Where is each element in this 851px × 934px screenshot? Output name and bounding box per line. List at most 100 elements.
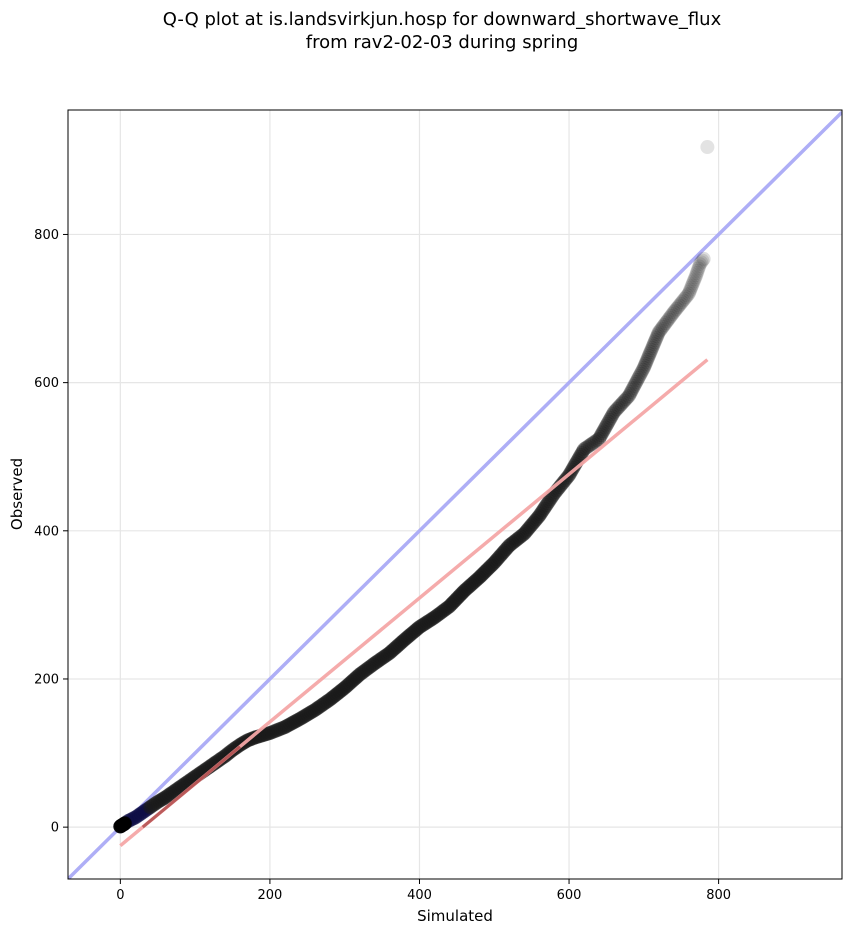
quantile-point xyxy=(654,321,669,336)
quantile-point xyxy=(603,410,618,425)
quantile-point xyxy=(674,295,689,310)
quantile-point xyxy=(637,358,652,373)
quantile-point xyxy=(608,403,623,418)
quantile-point xyxy=(659,314,674,329)
quantile-point xyxy=(646,337,661,352)
quantile-point xyxy=(556,474,571,489)
quantile-point xyxy=(624,384,639,399)
quantile-point xyxy=(594,428,609,443)
quantile-point xyxy=(534,505,549,520)
quantile-point xyxy=(577,442,591,457)
quantile-point xyxy=(696,251,711,266)
quantile-point xyxy=(643,345,658,360)
quantile-point xyxy=(574,446,589,461)
quantile-point xyxy=(666,305,681,320)
quantile-point xyxy=(612,398,627,413)
quantile-point xyxy=(636,360,651,375)
quantile-point xyxy=(567,458,582,473)
quantile-points xyxy=(113,140,715,834)
quantile-point xyxy=(555,476,570,491)
quantile-point xyxy=(529,512,544,527)
y-axis-ticks: 0 200 400 600 800 xyxy=(34,228,68,836)
quantile-point xyxy=(662,310,677,325)
quantile-point xyxy=(604,409,619,424)
quantile-point xyxy=(595,426,610,441)
quantile-point xyxy=(651,325,666,340)
quantile-point xyxy=(500,540,515,555)
quantile-point xyxy=(544,490,559,505)
quantile-point xyxy=(519,523,534,538)
grid-lines xyxy=(68,110,842,879)
quantile-point xyxy=(669,301,684,316)
quantile-point xyxy=(507,534,522,549)
quantile-point xyxy=(512,530,527,545)
quantile-point xyxy=(692,257,707,272)
quantile-point xyxy=(580,439,595,454)
quantile-point xyxy=(625,382,640,397)
quantile-point xyxy=(681,286,696,301)
quantile-point xyxy=(655,319,670,334)
quantile-point xyxy=(631,370,646,385)
regression-fit-low-segment xyxy=(141,745,241,829)
quantile-point xyxy=(683,282,698,297)
quantile-point xyxy=(692,259,707,274)
plot-frame xyxy=(67,109,843,880)
quantile-point xyxy=(503,537,518,552)
quantile-point xyxy=(535,503,550,518)
quantile-point xyxy=(641,348,656,363)
quantile-point xyxy=(584,437,599,452)
y-tick-label: 0 xyxy=(51,821,59,836)
quantile-point xyxy=(621,388,636,403)
quantile-point xyxy=(689,268,704,283)
quantile-point xyxy=(523,518,538,533)
quantile-point xyxy=(593,430,608,445)
quantile-point xyxy=(649,331,664,346)
quantile-point xyxy=(611,400,626,415)
quantile-point xyxy=(689,265,704,280)
quantile-point xyxy=(526,515,541,530)
y-tick-label: 200 xyxy=(34,672,59,687)
quantile-point xyxy=(695,253,710,268)
quantile-point xyxy=(530,510,545,525)
x-tick-label: 800 xyxy=(706,888,731,903)
quantile-point xyxy=(657,317,672,332)
quantile-point xyxy=(578,441,593,456)
quantile-point xyxy=(606,405,621,420)
quantile-point xyxy=(650,329,665,344)
quantile-point xyxy=(678,290,693,305)
x-tick-label: 400 xyxy=(407,888,432,903)
x-axis-label: Simulated xyxy=(417,907,493,925)
regression-fit-dense-segment xyxy=(141,745,241,829)
quantile-point xyxy=(575,444,590,459)
quantile-point xyxy=(620,390,635,405)
quantile-point xyxy=(647,335,662,350)
identity-line xyxy=(68,110,842,879)
quantile-point xyxy=(598,420,613,435)
quantile-point xyxy=(694,255,709,270)
quantile-point xyxy=(640,350,655,365)
quantile-point xyxy=(638,356,653,371)
quantile-point xyxy=(645,341,660,356)
quantile-point xyxy=(642,346,657,361)
quantile-point xyxy=(510,532,525,547)
quantile-point xyxy=(518,525,533,540)
chart-title-line1: Q-Q plot at is.landsvirkjun.hosp for dow… xyxy=(163,9,722,30)
quantile-point xyxy=(502,538,517,553)
quantile-point xyxy=(513,529,528,544)
outlier-point xyxy=(700,140,715,155)
quantile-point xyxy=(661,312,676,327)
quantile-point xyxy=(627,378,642,393)
quantile-point xyxy=(591,431,606,446)
quantile-point xyxy=(537,501,552,516)
quantile-point xyxy=(618,392,633,407)
quantile-point xyxy=(505,535,520,550)
quantile-point xyxy=(644,343,659,358)
quantile-point xyxy=(573,447,588,462)
quantile-point xyxy=(626,380,641,395)
quantile-point xyxy=(665,307,680,322)
x-tick-label: 0 xyxy=(116,888,124,903)
quantile-point xyxy=(605,407,620,422)
quantile-point xyxy=(645,339,660,354)
quantile-point xyxy=(630,372,645,387)
quantile-point xyxy=(609,402,624,417)
